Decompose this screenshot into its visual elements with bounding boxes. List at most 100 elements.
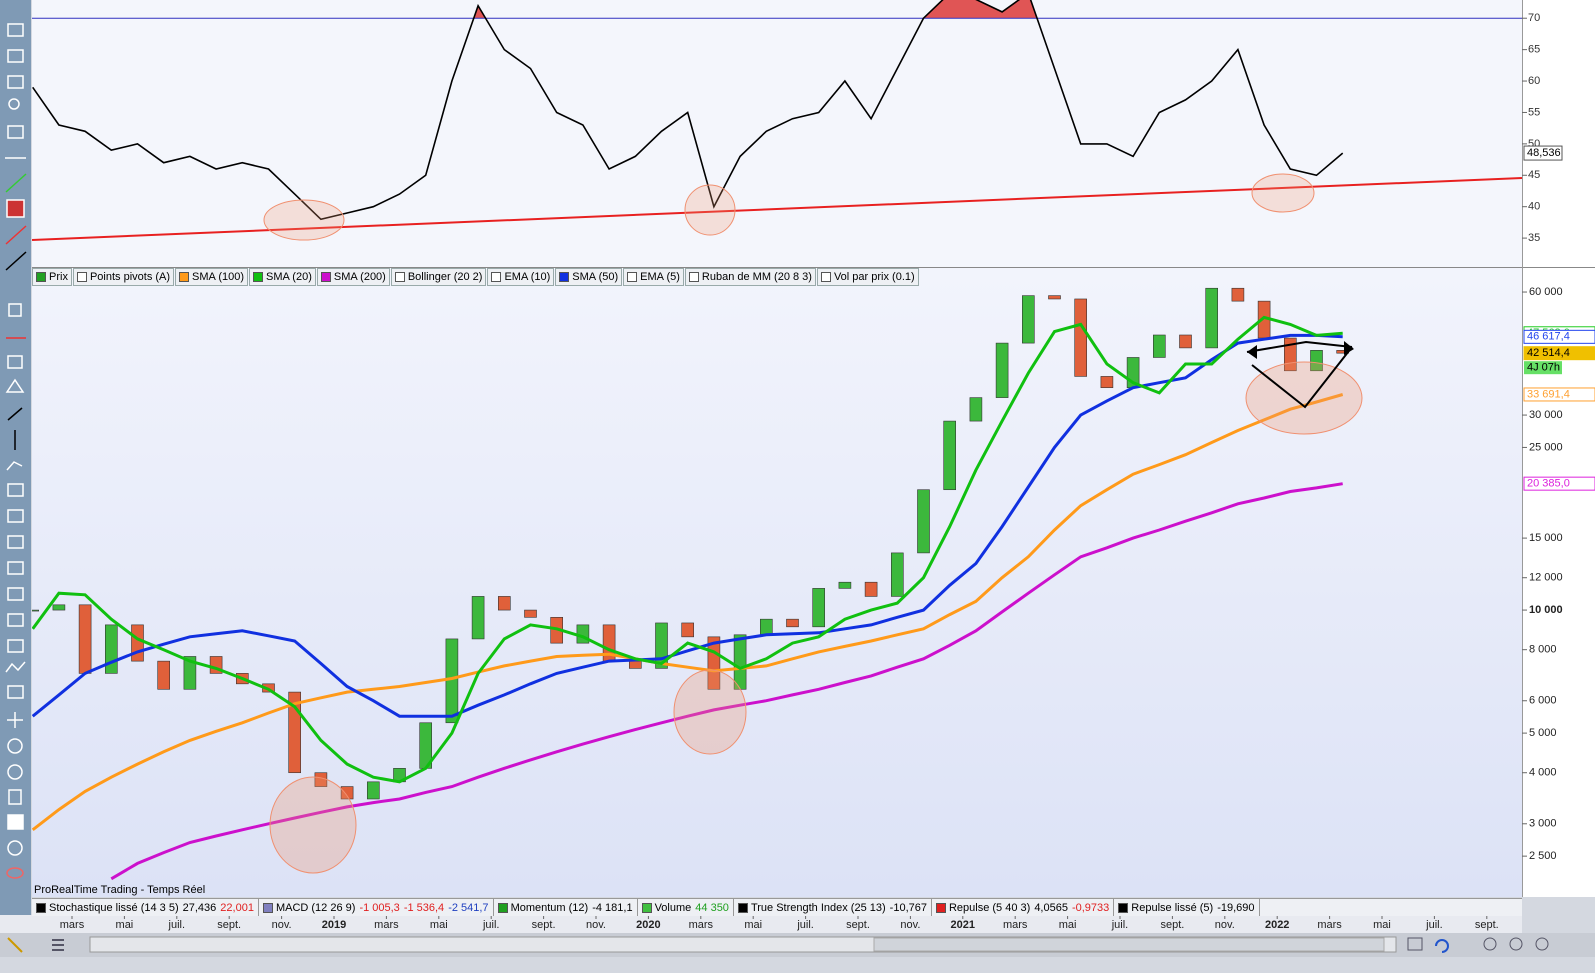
legend-item: EMA (5) (623, 268, 684, 286)
price-annotations (269, 340, 1363, 874)
legend-item: SMA (200) (316, 268, 390, 286)
y-tick-label: 45 (1528, 169, 1540, 181)
x-tick-label: mars (1317, 919, 1342, 931)
indicator-legend: Prix Points pivots (A) SMA (100) SMA (20) SM… (32, 268, 920, 286)
left-toolbar (0, 0, 31, 933)
oscillator-plot (32, 0, 1522, 221)
price-badge-label: 46 617,4 (1527, 331, 1570, 343)
y-tick-label: 70 (1528, 12, 1540, 24)
price-badge (1523, 387, 1595, 402)
x-tick-label: nov. (900, 919, 920, 931)
indicator-tab: Repulse (5 40 3) 4,0565 -0,9733 (932, 899, 1115, 916)
legend-item: SMA (50) (555, 268, 623, 286)
legend-label: SMA (100) (192, 271, 245, 283)
indicator-tab: MACD (12 26 9) -1 005,3 -1 536,4 -2 541,7 (259, 899, 494, 916)
legend-label: SMA (50) (572, 271, 619, 283)
x-tick-label: juil. (482, 919, 500, 931)
sma-line (110, 482, 1343, 881)
candle (131, 624, 144, 662)
candle (890, 552, 904, 597)
candle (681, 622, 695, 638)
x-tick-label: sept. (1160, 919, 1184, 931)
legend-swatch (179, 272, 190, 282)
indicator-tab: Momentum (12) -4 181,1 (494, 899, 638, 916)
indicator-bar: Stochastique lissé (14 3 5) 27,436 22,001 M… (32, 898, 1522, 916)
price-plot (32, 287, 1349, 881)
indicator-value: 44 350 (695, 901, 729, 914)
legend-item: EMA (10) (487, 268, 555, 286)
y-tick-label: 65 (1528, 44, 1540, 56)
price-badge (1523, 346, 1595, 361)
legend-swatch (36, 272, 46, 282)
legend-swatch (320, 272, 331, 282)
indicator-tab: Repulse lissé (5) -19,690 (1114, 899, 1260, 916)
candle (1205, 287, 1218, 349)
oscillator-panel (32, 0, 1522, 267)
x-tick-label: mars (60, 919, 85, 931)
candle (1048, 295, 1061, 300)
indicator-value: 27,436 (182, 901, 217, 914)
sma-line (32, 315, 1343, 784)
candle (366, 781, 380, 800)
price-badge (1523, 476, 1595, 491)
y-tick-label: 5 000 (1529, 727, 1557, 739)
annotations (32, 173, 1522, 241)
x-tick-label: mai (1059, 919, 1077, 931)
brand: ProRealTime Trading - Temps Réel (34, 884, 206, 896)
candle (838, 581, 852, 589)
x-tick-label: nov. (272, 919, 292, 931)
y-tick-label: 8 000 (1529, 644, 1557, 656)
indicator-tab: True Strength Index (25 13) -10,767 (734, 899, 932, 916)
candle (183, 656, 197, 690)
y-tick-label: 2 500 (1529, 850, 1557, 862)
timer-badge (1524, 361, 1562, 375)
indicator-swatch (1118, 902, 1129, 913)
price-panel (32, 268, 1522, 897)
indicator-swatch (262, 902, 273, 913)
legend-swatch (559, 272, 570, 282)
indicator-swatch (737, 902, 748, 913)
legend-label: SMA (200) (333, 271, 386, 283)
x-tick-label: mai (744, 919, 762, 931)
candle (445, 638, 459, 724)
candle (995, 342, 1009, 398)
indicator-name: Repulse (5 40 3) (948, 901, 1031, 914)
timer-label: 4J 07h (1527, 362, 1560, 374)
legend-item: Prix (32, 268, 72, 286)
legend-label: EMA (10) (504, 271, 551, 283)
indicator-value: -0,9733 (1071, 901, 1110, 914)
legend-label: SMA (20) (266, 271, 312, 283)
candle (524, 609, 537, 618)
legend-item: SMA (20) (249, 268, 316, 286)
candle (759, 618, 773, 636)
x-tick-label: juil. (1111, 919, 1129, 931)
candle (105, 624, 118, 674)
legend-item: SMA (100) (175, 268, 249, 286)
price-badge-label: 33 691,4 (1527, 388, 1570, 400)
y-tick-label: 55 (1528, 106, 1540, 118)
legend-swatch (253, 272, 264, 282)
indicator-tab: Volume 44 350 (638, 899, 734, 916)
legend-swatch (394, 272, 405, 282)
value-badge-label: 48,536 (1527, 147, 1561, 159)
indicator-swatch (935, 902, 946, 913)
x-tick-label: mai (430, 919, 448, 931)
y-tick-label: 15 000 (1529, 532, 1563, 544)
value-badge (1523, 145, 1563, 161)
candle (733, 634, 747, 690)
legend-item: Ruban de MM (20 8 3) (684, 268, 816, 286)
legend-swatch (76, 272, 87, 282)
candle (943, 420, 957, 491)
legend-item: Bollinger (20 2) (390, 268, 487, 286)
y-tick-label: 25 000 (1529, 441, 1563, 453)
x-tick-label: 2021 (951, 919, 975, 931)
indicator-name: True Strength Index (25 13) (750, 901, 886, 914)
x-tick-label: mars (689, 919, 714, 931)
x-tick-label: sept. (846, 919, 870, 931)
indicator-value: -1 005,3 (359, 901, 400, 914)
indicator-value: 4,0565 (1034, 901, 1068, 914)
bottom-controls (7, 936, 1549, 953)
indicator-name: Stochastique lissé (14 3 5) (49, 901, 179, 914)
legend-item: Vol par prix (0.1) (816, 268, 919, 286)
price-badge (1523, 329, 1595, 344)
